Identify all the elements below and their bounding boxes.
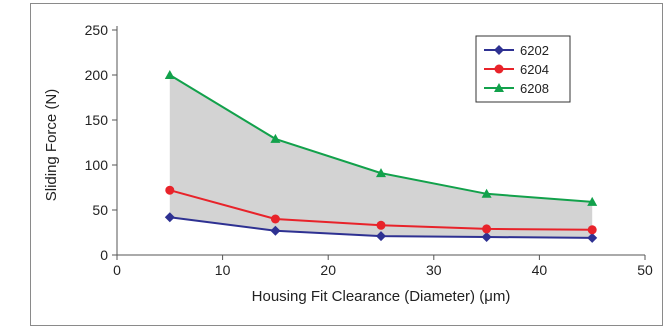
- legend-box: [475, 35, 571, 103]
- legend-label: 6204: [520, 62, 549, 77]
- data-point-6208: [270, 133, 281, 143]
- legend-swatch-marker: [494, 83, 504, 92]
- data-point-6202: [481, 232, 492, 242]
- data-point-6204: [587, 225, 597, 235]
- data-point-6202: [587, 232, 598, 243]
- legend-label: 6202: [520, 43, 549, 58]
- legend-item-6208: 6208: [484, 81, 549, 96]
- data-point-6202: [270, 225, 281, 236]
- data-point-6208: [587, 196, 598, 206]
- x-tick-label: 30: [426, 262, 442, 278]
- data-point-6202: [376, 231, 386, 242]
- x-tick-label: 10: [215, 262, 231, 278]
- legend-swatch-marker: [494, 64, 504, 74]
- y-tick-label: 50: [92, 202, 108, 218]
- series-6204: [165, 185, 597, 235]
- x-axis-title: Housing Fit Clearance (Diameter) (μm): [252, 288, 511, 305]
- data-point-6204: [270, 214, 280, 224]
- y-tick-label: 200: [85, 67, 109, 83]
- x-tick-label: 20: [320, 262, 336, 278]
- x-tick-label: 40: [532, 262, 548, 278]
- data-point-6204: [482, 224, 492, 234]
- y-tick-label: 250: [85, 22, 109, 38]
- data-point-6204: [165, 185, 175, 195]
- x-tick-label: 50: [637, 262, 653, 278]
- data-point-6204: [376, 220, 386, 230]
- y-tick-label: 0: [100, 247, 108, 263]
- x-tick-label: 0: [113, 262, 121, 278]
- y-tick-label: 150: [85, 112, 109, 128]
- data-point-6202: [164, 212, 175, 223]
- legend-item-6204: 6204: [484, 62, 549, 77]
- legend-swatch-marker: [494, 45, 504, 55]
- data-point-6208: [481, 188, 492, 198]
- data-point-6208: [164, 70, 175, 79]
- y-axis-title: Sliding Force (N): [43, 89, 60, 202]
- series-6208: [164, 70, 598, 206]
- legend-label: 6208: [520, 81, 549, 96]
- y-tick-label: 100: [85, 157, 109, 173]
- series-6202: [164, 212, 598, 243]
- data-point-6208: [376, 168, 386, 178]
- legend-item-6202: 6202: [484, 43, 549, 58]
